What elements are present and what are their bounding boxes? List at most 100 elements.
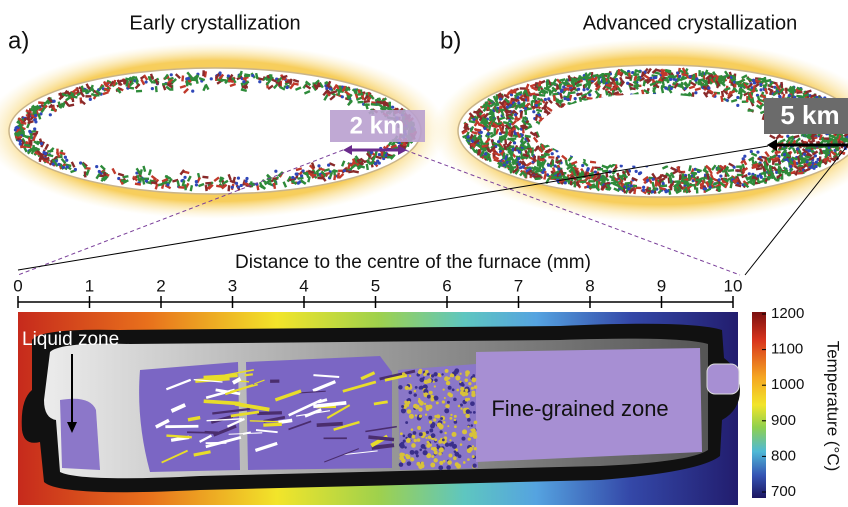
crystal	[474, 385, 478, 389]
crystal	[808, 149, 811, 152]
crystal	[438, 452, 442, 456]
crystal	[551, 152, 554, 155]
crystal	[144, 80, 147, 83]
tick-label: 1	[85, 276, 94, 295]
crystal	[403, 373, 406, 376]
crystal	[520, 87, 526, 90]
crystal	[460, 373, 462, 375]
crystal	[510, 137, 516, 140]
liquid-core	[538, 94, 762, 166]
tick-label: 2	[156, 276, 165, 295]
crystal	[415, 406, 418, 409]
crystal	[465, 389, 468, 392]
crystal	[552, 160, 554, 166]
crystal	[237, 185, 240, 188]
crystal	[399, 456, 404, 461]
crystal	[19, 142, 22, 145]
crystal	[438, 465, 443, 470]
crystal	[664, 87, 667, 90]
crystal	[752, 79, 755, 82]
crystal	[626, 82, 629, 85]
crystal	[674, 78, 677, 81]
crystal	[627, 187, 630, 190]
crystal	[445, 369, 449, 373]
crystal	[274, 170, 277, 173]
crystal	[188, 418, 200, 420]
crystal	[471, 387, 474, 390]
crystal	[79, 161, 82, 164]
colorbar-title: Temperature (°C)	[824, 341, 843, 472]
crystal	[695, 77, 698, 80]
crystal	[191, 90, 194, 93]
crystal	[674, 180, 680, 183]
crystal	[431, 374, 434, 377]
crystal	[19, 140, 22, 143]
crystal	[443, 421, 446, 424]
crystal	[676, 71, 679, 74]
crystal	[240, 184, 243, 187]
axis-title: Distance to the centre of the furnace (m…	[235, 252, 591, 273]
crystal	[378, 153, 381, 156]
crystal	[484, 152, 487, 155]
crystal	[748, 109, 754, 111]
crystal	[472, 464, 476, 468]
crystal	[503, 163, 506, 166]
crystal	[170, 73, 173, 76]
crystal	[62, 166, 65, 169]
crystal	[442, 400, 445, 403]
crystal	[40, 142, 43, 145]
crystal	[487, 132, 490, 135]
colorbar-tick-label: 1000	[771, 376, 804, 393]
crystal	[665, 190, 668, 193]
crystal	[467, 418, 471, 422]
crystal	[455, 375, 460, 380]
crystal	[448, 453, 452, 457]
crystal	[594, 170, 597, 173]
crystal	[756, 175, 759, 178]
crystal	[399, 462, 404, 467]
crystal	[364, 103, 370, 105]
crystal	[562, 85, 565, 88]
crystal	[586, 169, 589, 172]
colorbar-tick-label: 700	[771, 483, 796, 500]
crystal	[447, 460, 452, 465]
crystal	[28, 112, 30, 118]
crystal	[467, 448, 472, 453]
crystal	[257, 413, 282, 414]
crystal	[429, 391, 433, 395]
crystal	[428, 404, 433, 409]
crystal	[444, 432, 447, 435]
crystal	[719, 174, 722, 177]
crystal	[406, 438, 411, 443]
crystal	[788, 94, 791, 97]
tick-label: 9	[657, 276, 666, 295]
crystal	[423, 377, 425, 379]
crystal	[98, 170, 101, 173]
crystal	[610, 182, 616, 185]
crystal	[465, 414, 469, 418]
crystal	[400, 432, 403, 435]
crystal	[524, 107, 527, 110]
crystal	[547, 97, 550, 100]
crystal	[483, 127, 486, 130]
crystal	[34, 120, 37, 123]
crystal	[286, 86, 289, 89]
crystal	[783, 153, 786, 156]
crystal	[436, 401, 439, 404]
crystal	[461, 392, 466, 397]
crystal	[758, 78, 764, 81]
crystal	[239, 381, 249, 382]
crystal	[14, 126, 17, 129]
crystal	[453, 398, 457, 402]
crystal	[792, 86, 795, 92]
crystal	[427, 395, 431, 399]
crystal	[419, 369, 422, 372]
crystal	[447, 392, 451, 396]
crystal	[652, 178, 655, 181]
crystal	[445, 443, 449, 447]
crystal	[218, 71, 221, 74]
crystal	[425, 437, 427, 439]
crystal	[582, 88, 585, 91]
crystal	[630, 184, 633, 187]
crystal	[409, 375, 411, 377]
